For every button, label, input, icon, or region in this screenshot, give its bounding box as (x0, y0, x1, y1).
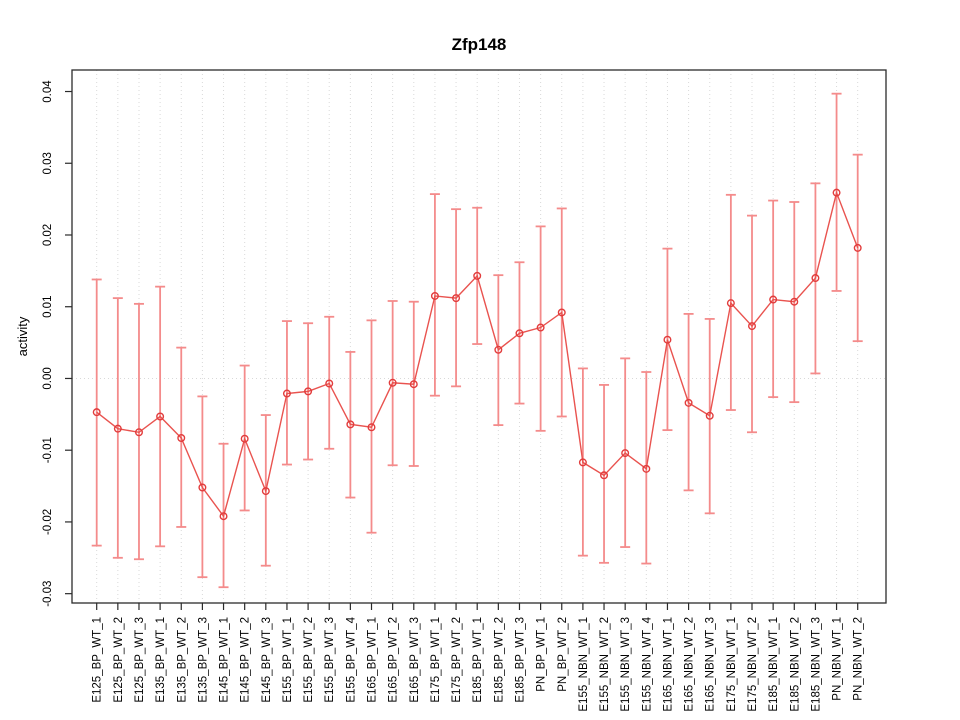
x-tick-label: E135_BP_WT_3 (197, 617, 209, 703)
y-axis-title: activity (15, 316, 30, 356)
x-tick-label: E145_BP_WT_3 (261, 617, 273, 703)
data-point-marker (621, 449, 630, 458)
data-point-marker (92, 408, 101, 417)
x-tick-label: E155_NBN_WT_4 (641, 616, 653, 711)
data-point-marker (790, 297, 799, 306)
x-tick-label: E165_BP_WT_1 (367, 617, 379, 703)
x-tick-label: E125_BP_WT_3 (134, 617, 146, 703)
x-tick-label: E145_BP_WT_2 (240, 617, 252, 703)
data-point-marker (198, 483, 207, 492)
data-point-marker (748, 322, 757, 331)
data-point-marker (642, 464, 651, 473)
y-tick-label: 0.03 (42, 152, 54, 174)
x-tick-label: E185_BP_WT_1 (472, 617, 484, 703)
data-point-marker (325, 379, 334, 388)
y-tick-label: 0.04 (42, 80, 54, 103)
plot-box (71, 69, 887, 604)
data-point-marker (832, 188, 841, 197)
data-point-marker (388, 378, 397, 387)
data-point-marker (515, 329, 524, 338)
data-point-marker (219, 512, 228, 521)
x-tick-label: E155_BP_WT_2 (303, 617, 315, 703)
x-tick-label: E175_NBN_WT_1 (726, 617, 738, 712)
x-tick-label: E155_NBN_WT_2 (599, 617, 611, 712)
x-tick-label: E155_NBN_WT_3 (620, 617, 632, 712)
data-point-marker (536, 323, 545, 332)
data-point-marker (494, 345, 503, 354)
series-line (96, 190, 859, 518)
x-tick-label: E185_NBN_WT_3 (810, 617, 822, 712)
x-tick-label: E185_NBN_WT_1 (768, 617, 780, 712)
x-tick-label: E185_NBN_WT_2 (789, 617, 801, 712)
data-point-marker (600, 471, 609, 480)
data-point-marker (177, 434, 186, 443)
data-point-marker (684, 398, 693, 407)
data-point-marker (113, 424, 122, 433)
data-point-marker (134, 428, 143, 437)
data-point-marker (452, 294, 461, 303)
x-tick-label: PN_NBN_WT_1 (832, 617, 844, 701)
data-point-marker (346, 420, 355, 429)
x-tick-label: E175_NBN_WT_2 (747, 617, 759, 712)
data-point-marker (811, 274, 820, 283)
data-point-marker (769, 295, 778, 304)
chart-title: Zfp148 (452, 35, 507, 54)
axis-layer: E125_BP_WT_1 E125_BP_WT_2 E125_BP_WT_3 E135… (42, 69, 887, 712)
x-tick-label: E175_BP_WT_2 (451, 617, 463, 703)
x-tick-label: E165_NBN_WT_2 (684, 617, 696, 712)
x-tick-label: E155_BP_WT_4 (345, 616, 357, 702)
y-tick-label: -0.01 (42, 437, 54, 463)
x-tick-label: E155_NBN_WT_1 (578, 617, 590, 712)
data-point-marker (409, 380, 418, 389)
x-tick-label: E165_BP_WT_3 (409, 617, 421, 703)
grid-layer (72, 70, 886, 603)
x-tick-label: E125_BP_WT_2 (113, 617, 125, 703)
x-tick-label: E165_NBN_WT_1 (662, 617, 674, 712)
y-tick-label: -0.03 (42, 581, 54, 607)
x-tick-label: PN_BP_WT_1 (536, 617, 548, 692)
x-tick-label: E165_BP_WT_2 (388, 617, 400, 703)
data-point-marker (240, 434, 249, 443)
x-tick-label: PN_NBN_WT_2 (853, 617, 865, 701)
y-tick-label: 0.01 (42, 296, 54, 318)
x-tick-label: E175_BP_WT_1 (430, 617, 442, 703)
x-tick-label: E165_NBN_WT_3 (705, 617, 717, 712)
x-tick-label: E125_BP_WT_1 (92, 617, 104, 703)
data-point-marker (578, 458, 587, 467)
data-point-marker (282, 389, 291, 398)
x-tick-label: E135_BP_WT_2 (176, 617, 188, 703)
data-point-marker (430, 291, 439, 300)
x-tick-label: E135_BP_WT_1 (155, 617, 167, 703)
x-tick-label: E185_BP_WT_2 (493, 617, 505, 703)
data-point-marker (156, 412, 165, 421)
data-point-marker (557, 308, 566, 317)
x-tick-label: E155_BP_WT_1 (282, 617, 294, 703)
data-point-marker (261, 487, 270, 496)
data-layer (91, 92, 863, 589)
data-point-marker (705, 411, 714, 420)
x-tick-label: E155_BP_WT_3 (324, 617, 336, 703)
x-tick-label: E185_BP_WT_3 (514, 617, 526, 703)
data-point-marker (304, 387, 313, 396)
data-point-marker (726, 299, 735, 308)
x-tick-label: PN_BP_WT_2 (557, 617, 569, 692)
data-point-marker (473, 271, 482, 280)
data-point-marker (853, 243, 862, 252)
data-point-marker (663, 335, 672, 344)
y-tick-label: 0.02 (42, 224, 54, 246)
y-tick-label: -0.02 (42, 509, 54, 535)
data-point-marker (367, 423, 376, 432)
x-tick-label: E145_BP_WT_1 (219, 617, 231, 703)
y-tick-label: 0.00 (42, 367, 54, 389)
